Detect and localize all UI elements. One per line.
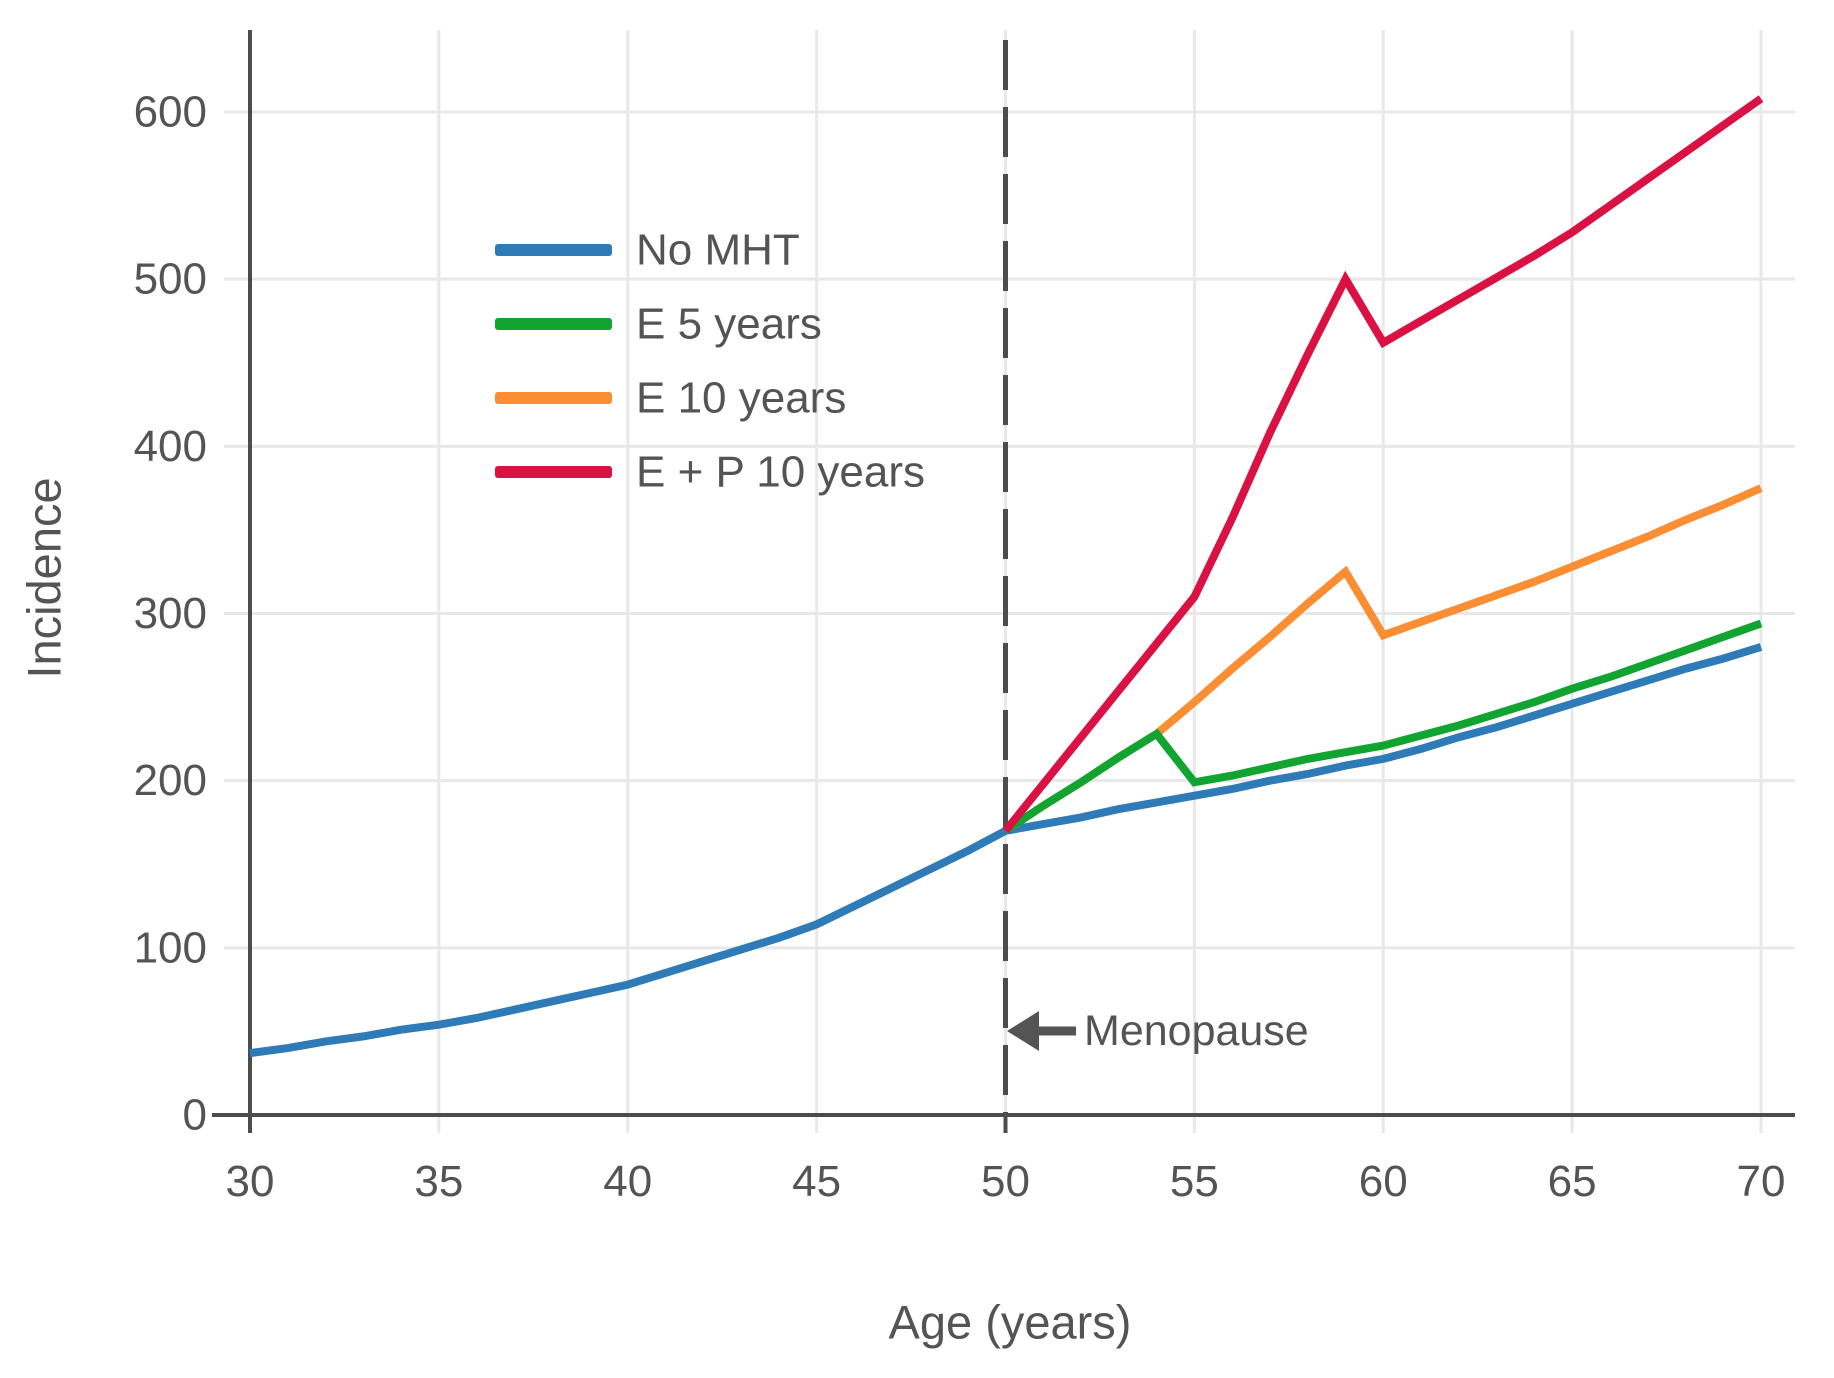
menopause-annotation: Menopause bbox=[1007, 1007, 1309, 1055]
axes bbox=[212, 30, 1795, 1133]
tick-labels: 30 35 40 45 50 55 60 65 70 0 100 200 300 400 500 600 bbox=[134, 87, 1786, 1206]
legend-swatch bbox=[495, 466, 612, 478]
y-tick-label: 200 bbox=[134, 756, 207, 805]
menopause-label: Menopause bbox=[1084, 1007, 1309, 1055]
axis-labels: Incidence Age (years) bbox=[18, 477, 1132, 1348]
gridlines bbox=[224, 30, 1795, 1133]
y-tick-label: 400 bbox=[134, 422, 207, 471]
y-tick-label: 500 bbox=[134, 255, 207, 304]
x-tick-label: 30 bbox=[226, 1157, 275, 1206]
legend-item: E 5 years bbox=[495, 300, 822, 349]
y-tick-label: 300 bbox=[134, 589, 207, 638]
left-arrow-icon bbox=[1007, 1011, 1039, 1051]
x-tick-label: 55 bbox=[1170, 1157, 1219, 1206]
legend: No MHT E 5 years E 10 years E + P 10 years bbox=[495, 226, 925, 497]
y-tick-label: 100 bbox=[134, 923, 207, 972]
y-axis-title: Incidence bbox=[18, 477, 71, 678]
x-tick-label: 45 bbox=[792, 1157, 841, 1206]
x-tick-label: 65 bbox=[1548, 1157, 1597, 1206]
y-tick-label: 600 bbox=[134, 87, 207, 136]
legend-label: E 5 years bbox=[636, 300, 822, 349]
x-tick-label: 60 bbox=[1359, 1157, 1408, 1206]
x-axis-title: Age (years) bbox=[889, 1296, 1132, 1349]
legend-item: No MHT bbox=[495, 226, 800, 275]
data-series bbox=[249, 95, 1764, 1058]
legend-swatch bbox=[495, 392, 612, 404]
legend-swatch bbox=[495, 318, 612, 330]
x-tick-label: 50 bbox=[981, 1157, 1030, 1206]
legend-item: E 10 years bbox=[495, 374, 846, 423]
x-tick-label: 35 bbox=[414, 1157, 463, 1206]
series-line-e-5-years bbox=[1003, 619, 1763, 835]
legend-swatch bbox=[495, 244, 612, 256]
legend-label: No MHT bbox=[636, 226, 800, 275]
legend-item: E + P 10 years bbox=[495, 448, 925, 497]
legend-label: E + P 10 years bbox=[636, 448, 925, 497]
y-tick-label: 0 bbox=[183, 1091, 207, 1140]
x-tick-label: 40 bbox=[603, 1157, 652, 1206]
series-line-e-p-10-years bbox=[1002, 95, 1764, 834]
x-tick-label: 70 bbox=[1737, 1157, 1786, 1206]
legend-label: E 10 years bbox=[636, 374, 846, 423]
